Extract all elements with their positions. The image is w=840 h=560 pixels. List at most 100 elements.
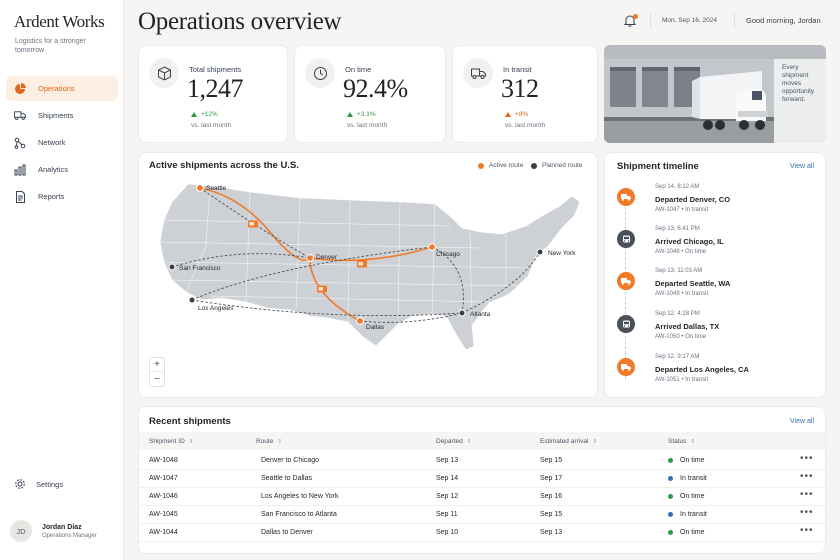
sort-icon: ⇕ [466, 438, 472, 445]
timeline-view-all-link[interactable]: View all [790, 163, 814, 170]
sidebar-item-label: Network [38, 138, 66, 147]
status-label: In transit [680, 475, 707, 482]
city-marker[interactable] [536, 248, 544, 256]
us-map[interactable]: Seattle San Francisco Los Angeles Denver Dal… [150, 176, 590, 356]
timeline-event-title: Departed Denver, CO [655, 195, 731, 204]
column-header-shipment-id[interactable]: Shipment ID ⇕ [149, 438, 193, 445]
kpi-delta: +12% [191, 111, 218, 118]
city-marker[interactable] [196, 184, 204, 192]
cell-shipment-id: AW-1044 [149, 529, 178, 536]
settings-link[interactable]: Settings [14, 478, 63, 490]
kpi-card-in-transit: In transit 312 +8% vs. last month [452, 45, 598, 143]
sidebar-item-label: Reports [38, 192, 65, 201]
status-dot [668, 494, 673, 499]
separator: • [679, 377, 686, 383]
cell-route: Denver to Chicago [261, 457, 319, 464]
timeline-status: In transit [685, 291, 709, 297]
city-marker[interactable] [428, 243, 436, 251]
user-role: Operations Manager [42, 532, 97, 539]
notifications-button[interactable] [623, 14, 638, 28]
brand-logo[interactable]: Ardent Works [14, 12, 105, 31]
cell-route: Seattle to Dallas [261, 475, 312, 482]
timeline-time: Sep 13, 11:03 AM [655, 268, 703, 274]
sidebar-item-analytics[interactable]: Analytics [6, 157, 118, 182]
separator: • [679, 334, 686, 340]
user-profile[interactable]: JD Jordan Diaz Operations Manager [10, 520, 97, 542]
cell-estimated-arrival: Sep 15 [540, 457, 563, 464]
truck-icon [617, 188, 635, 206]
cell-status: On time [668, 493, 705, 500]
city-marker[interactable] [458, 309, 466, 317]
row-actions-button[interactable]: ••• [800, 507, 814, 518]
truck-marker-icon[interactable] [357, 260, 367, 268]
separator: • [679, 207, 686, 213]
legend-label: Active route [489, 162, 524, 169]
row-actions-button[interactable]: ••• [800, 471, 814, 482]
truck-icon [617, 272, 635, 290]
timeline-status: In transit [685, 207, 709, 213]
brand-tagline: Logistics for a stronger tomorrow [15, 38, 86, 54]
timeline-status: On time [685, 249, 707, 255]
cell-estimated-arrival: Sep 16 [540, 493, 563, 500]
timeline-title: Shipment timeline [617, 161, 699, 172]
zoom-in-button[interactable]: + [150, 358, 164, 372]
cell-departed: Sep 11 [436, 511, 458, 518]
timeline-event-title: Arrived Chicago, IL [655, 237, 724, 246]
city-marker[interactable] [188, 296, 196, 304]
sort-icon: ⇕ [188, 438, 194, 445]
table-row[interactable]: AW-1045 San Francisco to Atlanta Sep 11 Sep… [139, 506, 825, 524]
table-row[interactable]: AW-1044 Dallas to Denver Sep 10 Sep 13 On ti… [139, 524, 825, 542]
table-row[interactable]: AW-1047 Seattle to Dallas Sep 14 Sep 17 In t… [139, 470, 825, 488]
kpi-comparison: vs. last month [347, 122, 388, 129]
bar-chart-icon [14, 164, 26, 176]
city-marker[interactable] [306, 254, 314, 262]
zoom-out-button[interactable]: − [154, 373, 160, 385]
cell-departed: Sep 13 [436, 457, 459, 464]
cell-status: In transit [668, 511, 707, 518]
column-header-departed[interactable]: Departed ⇕ [436, 438, 471, 445]
trend-up-icon [505, 112, 511, 117]
planned-route [191, 246, 433, 301]
table-row[interactable]: AW-1046 Los Angeles to New York Sep 12 Sep … [139, 488, 825, 506]
timeline-meta: AW-1047 • In transit [655, 207, 708, 213]
column-header-status[interactable]: Status ⇕ [668, 438, 695, 445]
status-label: On time [680, 529, 705, 536]
column-label: Shipment ID [149, 438, 185, 445]
sidebar-item-reports[interactable]: Reports [6, 184, 118, 209]
sidebar-item-shipments[interactable]: Shipments [6, 103, 118, 128]
sort-icon: ⇕ [277, 438, 282, 445]
shipment-ref: AW-1050 [655, 334, 680, 340]
city-marker[interactable] [168, 263, 176, 271]
row-actions-button[interactable]: ••• [800, 453, 814, 464]
column-header-estimated-arrival[interactable]: Estimated arrival ⇕ [540, 438, 597, 445]
recent-shipments-card [138, 406, 826, 554]
cell-status: In transit [668, 475, 707, 482]
sidebar-item-label: Shipments [38, 111, 74, 120]
timeline-meta: AW-1051 • In transit [655, 377, 708, 383]
column-label: Route [256, 438, 274, 445]
recent-view-all-link[interactable]: View all [790, 418, 814, 425]
truck-marker-icon[interactable] [317, 285, 327, 293]
row-actions-button[interactable]: ••• [800, 489, 814, 500]
timeline-status: On time [685, 334, 707, 340]
timeline-connector [625, 207, 626, 379]
column-header-route[interactable]: Route ⇕ [256, 438, 282, 445]
sidebar-item-network[interactable]: Network [6, 130, 118, 155]
legend-label: Planned route [542, 162, 583, 169]
table-header [139, 432, 825, 450]
avatar: JD [10, 520, 32, 542]
shipment-ref: AW-1051 [655, 377, 680, 383]
active-route [199, 187, 311, 261]
separator: • [679, 291, 686, 297]
row-actions-button[interactable]: ••• [800, 525, 814, 536]
kpi-value: 312 [501, 74, 539, 103]
city-label: Seattle [206, 185, 227, 192]
city-marker[interactable] [356, 317, 364, 325]
legend-active-route: Active route [478, 162, 523, 169]
truck-marker-icon[interactable] [248, 220, 258, 228]
table-row[interactable]: AW-1048 Denver to Chicago Sep 13 Sep 15 On t… [139, 452, 825, 470]
timeline-event-title: Arrived Dallas, TX [655, 322, 720, 331]
planned-route [461, 251, 541, 314]
sidebar-item-operations[interactable]: Operations [6, 76, 118, 101]
column-label: Estimated arrival [540, 438, 589, 445]
